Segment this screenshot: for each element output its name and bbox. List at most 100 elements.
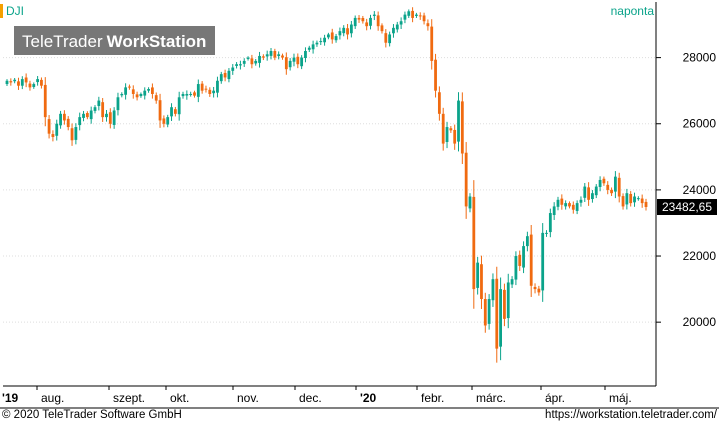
candle-body xyxy=(196,84,200,97)
candle-body xyxy=(503,289,506,319)
candle-body xyxy=(151,87,154,94)
candle-body xyxy=(499,289,502,347)
candle-body xyxy=(239,64,242,66)
x-tick-label: szept. xyxy=(113,391,145,405)
candle-body xyxy=(598,179,602,187)
x-tick-label: okt. xyxy=(170,391,189,405)
candle-body xyxy=(399,21,403,25)
candle-body xyxy=(380,25,384,32)
candle-body xyxy=(457,100,460,142)
candle-body xyxy=(633,196,636,203)
candle-body xyxy=(131,89,135,94)
y-tick-label: 20000 xyxy=(683,315,717,329)
y-axis-ticks: 20000 22000 24000 26000 28000 xyxy=(656,51,717,329)
candle-body xyxy=(372,14,376,16)
candle-body xyxy=(139,93,143,97)
candle-body xyxy=(227,70,231,80)
candle-body xyxy=(101,102,105,118)
candle-body xyxy=(231,67,235,71)
candle-body xyxy=(269,50,273,56)
candle-body xyxy=(568,203,571,207)
candle-body xyxy=(594,186,598,196)
candle-body xyxy=(20,79,24,86)
candle-body xyxy=(120,93,124,96)
footer-url-link[interactable]: https://workstation.teletrader.com/ xyxy=(545,409,717,421)
candle-body xyxy=(108,112,112,124)
candle-body xyxy=(193,92,196,96)
candle-body xyxy=(552,206,556,216)
candle-body xyxy=(17,81,20,86)
candle-body xyxy=(13,79,17,82)
candle-body xyxy=(376,15,380,27)
candle-body xyxy=(128,86,131,88)
candle-body xyxy=(330,32,334,40)
candle-body xyxy=(323,37,326,43)
candle-body xyxy=(537,288,541,293)
candle-body xyxy=(449,128,453,131)
candle-body xyxy=(591,193,594,200)
candle-body xyxy=(495,278,499,349)
last-price-marker: 23482,65 xyxy=(657,198,717,215)
candle-body xyxy=(434,59,437,91)
candle-body xyxy=(5,80,9,85)
candle-body xyxy=(47,119,51,134)
candle-body xyxy=(556,199,560,207)
candle-body xyxy=(143,90,147,96)
candle-body xyxy=(426,23,430,27)
y-tick-label: 26000 xyxy=(683,117,717,131)
x-tick-label: márc. xyxy=(476,391,506,405)
candle-body xyxy=(403,14,407,20)
candle-body xyxy=(208,89,212,94)
candle-body xyxy=(40,79,43,86)
candle-body xyxy=(430,26,434,61)
candle-body xyxy=(525,236,529,247)
candle-body xyxy=(606,184,610,190)
candle-body xyxy=(357,17,361,20)
candle-body xyxy=(422,15,426,22)
candle-body xyxy=(483,299,487,326)
candle-body xyxy=(135,94,139,98)
candle-body xyxy=(51,134,55,137)
candle-body xyxy=(418,15,422,17)
candle-body xyxy=(162,118,166,124)
candle-body xyxy=(235,64,238,66)
candle-body xyxy=(583,186,587,198)
candle-body xyxy=(472,196,476,290)
candle-body xyxy=(158,100,162,121)
candle-body xyxy=(518,254,522,266)
candle-body xyxy=(560,198,564,205)
candle-body xyxy=(545,232,548,234)
candle-body xyxy=(292,57,296,62)
candle-body xyxy=(304,50,307,59)
x-tick-label: '19 xyxy=(2,391,19,405)
candle-body xyxy=(216,80,219,93)
period-label[interactable]: naponta xyxy=(611,4,655,18)
candle-body xyxy=(640,198,644,204)
candle-body xyxy=(610,189,613,194)
candle-body xyxy=(273,50,277,58)
candle-body xyxy=(32,84,36,87)
symbol-label[interactable]: DJI xyxy=(6,4,24,18)
x-tick-label: dec. xyxy=(299,391,322,405)
candle-body xyxy=(460,101,464,154)
candle-body xyxy=(223,72,227,78)
candle-body xyxy=(587,187,591,200)
x-tick-label: '20 xyxy=(360,391,377,405)
candle-body xyxy=(93,107,97,111)
candle-body xyxy=(353,17,357,27)
y-tick-label: 28000 xyxy=(683,51,717,65)
candle-body xyxy=(281,55,284,58)
x-tick-label: máj. xyxy=(609,391,632,405)
candle-body xyxy=(575,203,579,211)
candle-body xyxy=(36,79,40,83)
candle-body xyxy=(487,299,491,324)
candle-body xyxy=(407,11,411,16)
candle-body xyxy=(369,17,372,26)
candle-body xyxy=(116,97,120,111)
candle-body xyxy=(533,286,537,290)
x-tick-label: aug. xyxy=(41,391,64,405)
candle-body xyxy=(246,57,250,59)
candle-body xyxy=(338,31,342,36)
candle-body xyxy=(644,201,648,207)
